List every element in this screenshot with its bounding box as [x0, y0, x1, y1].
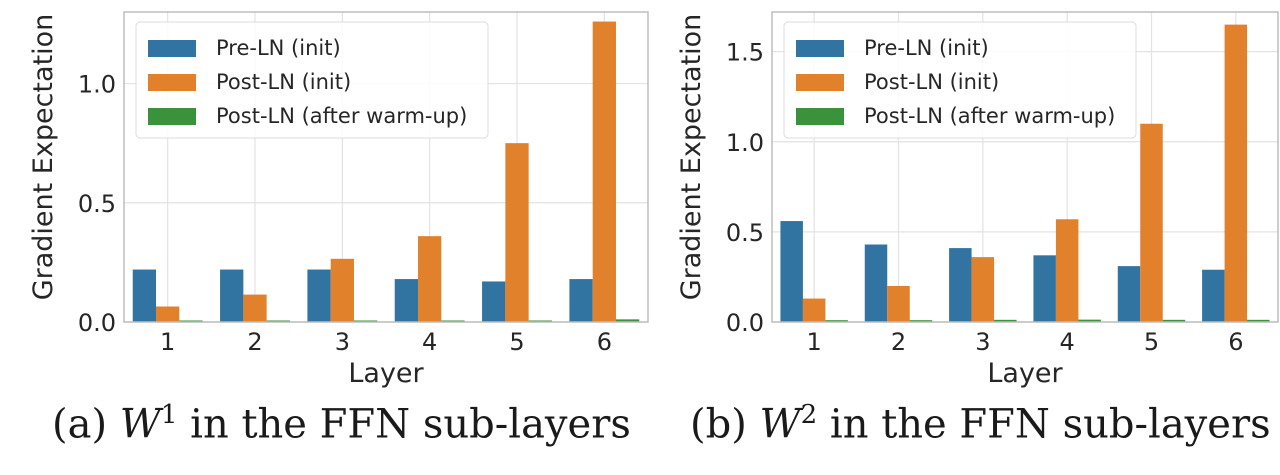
bar-a-s1-layer-5	[482, 281, 506, 322]
bar-a-s1-layer-4	[394, 279, 419, 322]
bar-a-s2-layer-6	[592, 21, 616, 323]
legend-label-b-s1: Pre-LN (init)	[864, 36, 989, 60]
caption-a: (a) W1 in the FFN sub-layers	[52, 400, 631, 447]
y-axis-label-b: Gradient Expectation	[676, 14, 707, 301]
bar-a-s2-layer-4	[418, 236, 442, 322]
legend-label-b-s2: Post-LN (init)	[864, 70, 999, 94]
legend-swatch-a-s2	[148, 74, 196, 91]
legend-swatch-b-s1	[796, 40, 844, 57]
legend-swatch-b-s2	[796, 74, 844, 91]
bar-b-s3-layer-6	[1247, 319, 1270, 322]
bar-a-s2-layer-5	[505, 143, 529, 322]
bar-b-s3-layer-4	[1078, 319, 1101, 322]
x-tick-label-a: 3	[335, 328, 350, 356]
legend-label-b-s3: Post-LN (after warm-up)	[864, 104, 1115, 128]
legend-box-b	[783, 21, 1137, 139]
caption-b-variable: W	[759, 401, 801, 448]
legend-label-a-s2: Post-LN (init)	[216, 70, 351, 94]
caption-a-prefix: (a)	[52, 401, 120, 448]
x-axis-label-b: Layer	[987, 358, 1063, 389]
bar-b-s1-layer-3	[949, 248, 972, 322]
bar-a-s1-layer-6	[569, 279, 593, 322]
bar-b-s3-layer-5	[1162, 319, 1186, 322]
bar-b-s2-layer-3	[971, 257, 995, 322]
caption-b-superscript: 2	[800, 400, 818, 430]
bar-b-s3-layer-3	[994, 319, 1017, 322]
legend-box-a	[135, 21, 489, 139]
bar-b-s2-layer-2	[887, 285, 910, 322]
bar-a-s2-layer-1	[156, 306, 180, 322]
x-tick-label-b: 1	[807, 328, 822, 356]
x-tick-label-a: 5	[509, 328, 524, 356]
caption-b: (b) W2 in the FFN sub-layers	[690, 400, 1271, 447]
y-tick-label-b: 1.5	[726, 39, 764, 67]
chart-b: 0.0 0.5 1.0 1.5 1 2 3 4 5 6 Layer Gradient Expectat…	[676, 11, 1279, 389]
x-axis-label-a: Layer	[348, 358, 424, 389]
bar-b-s1-layer-1	[780, 221, 803, 322]
y-tick-label-a: 1.0	[78, 71, 116, 99]
legend-label-a-s3: Post-LN (after warm-up)	[216, 104, 467, 128]
caption-b-prefix: (b)	[690, 401, 760, 448]
bar-b-s1-layer-6	[1202, 269, 1225, 322]
y-tick-label-b: 1.0	[726, 129, 764, 157]
chart-a: 0.0 0.5 1.0 1 2 3 4 5 6 Layer Gradient Expectation…	[28, 11, 649, 389]
x-tick-label-a: 6	[597, 328, 612, 356]
y-tick-label-a: 0.0	[78, 309, 116, 337]
bar-b-s2-layer-4	[1055, 219, 1079, 322]
bar-b-s2-layer-5	[1140, 123, 1163, 322]
bar-b-s3-layer-1	[825, 320, 848, 322]
bar-b-s3-layer-2	[909, 320, 933, 322]
x-tick-label-a: 2	[247, 328, 262, 356]
legend-swatch-b-s3	[796, 108, 844, 125]
legend-swatch-a-s1	[148, 40, 196, 57]
bar-a-s2-layer-2	[243, 294, 267, 322]
caption-a-superscript: 1	[160, 400, 178, 430]
bar-b-s2-layer-6	[1224, 24, 1248, 323]
caption-b-suffix: in the FFN sub-layers	[817, 401, 1271, 448]
y-tick-label-b: 0.5	[726, 219, 764, 247]
x-tick-label-a: 4	[422, 328, 437, 356]
x-tick-label-b: 3	[975, 328, 990, 356]
bar-b-s1-layer-5	[1117, 266, 1141, 322]
bar-a-s3-layer-6	[615, 319, 640, 322]
caption-a-suffix: in the FFN sub-layers	[177, 401, 631, 448]
plot-frame-b	[771, 11, 1279, 323]
bar-a-s1-layer-3	[307, 269, 331, 322]
plot-frame-a	[123, 11, 649, 323]
bar-a-s1-layer-2	[220, 269, 244, 322]
legend-swatch-a-s3	[148, 108, 196, 125]
x-tick-label-b: 4	[1060, 328, 1075, 356]
x-tick-label-b: 5	[1144, 328, 1159, 356]
x-tick-label-b: 6	[1228, 328, 1243, 356]
legend-label-a-s1: Pre-LN (init)	[216, 36, 341, 60]
y-tick-label-a: 0.5	[78, 190, 116, 218]
bar-b-s1-layer-4	[1033, 255, 1056, 322]
x-tick-label-a: 1	[160, 328, 175, 356]
bar-b-s2-layer-1	[802, 298, 826, 322]
bar-b-s1-layer-2	[864, 244, 888, 322]
bar-a-s1-layer-1	[132, 269, 157, 322]
caption-a-variable: W	[119, 401, 161, 448]
bar-a-s2-layer-3	[330, 258, 354, 322]
y-axis-label-a: Gradient Expectation	[28, 14, 59, 301]
y-tick-label-b: 0.0	[726, 309, 764, 337]
x-tick-label-b: 2	[891, 328, 906, 356]
figure-canvas: 0.0 0.5 1.0 1 2 3 4 5 6 Layer Gradient Expectation…	[28, 11, 1279, 389]
